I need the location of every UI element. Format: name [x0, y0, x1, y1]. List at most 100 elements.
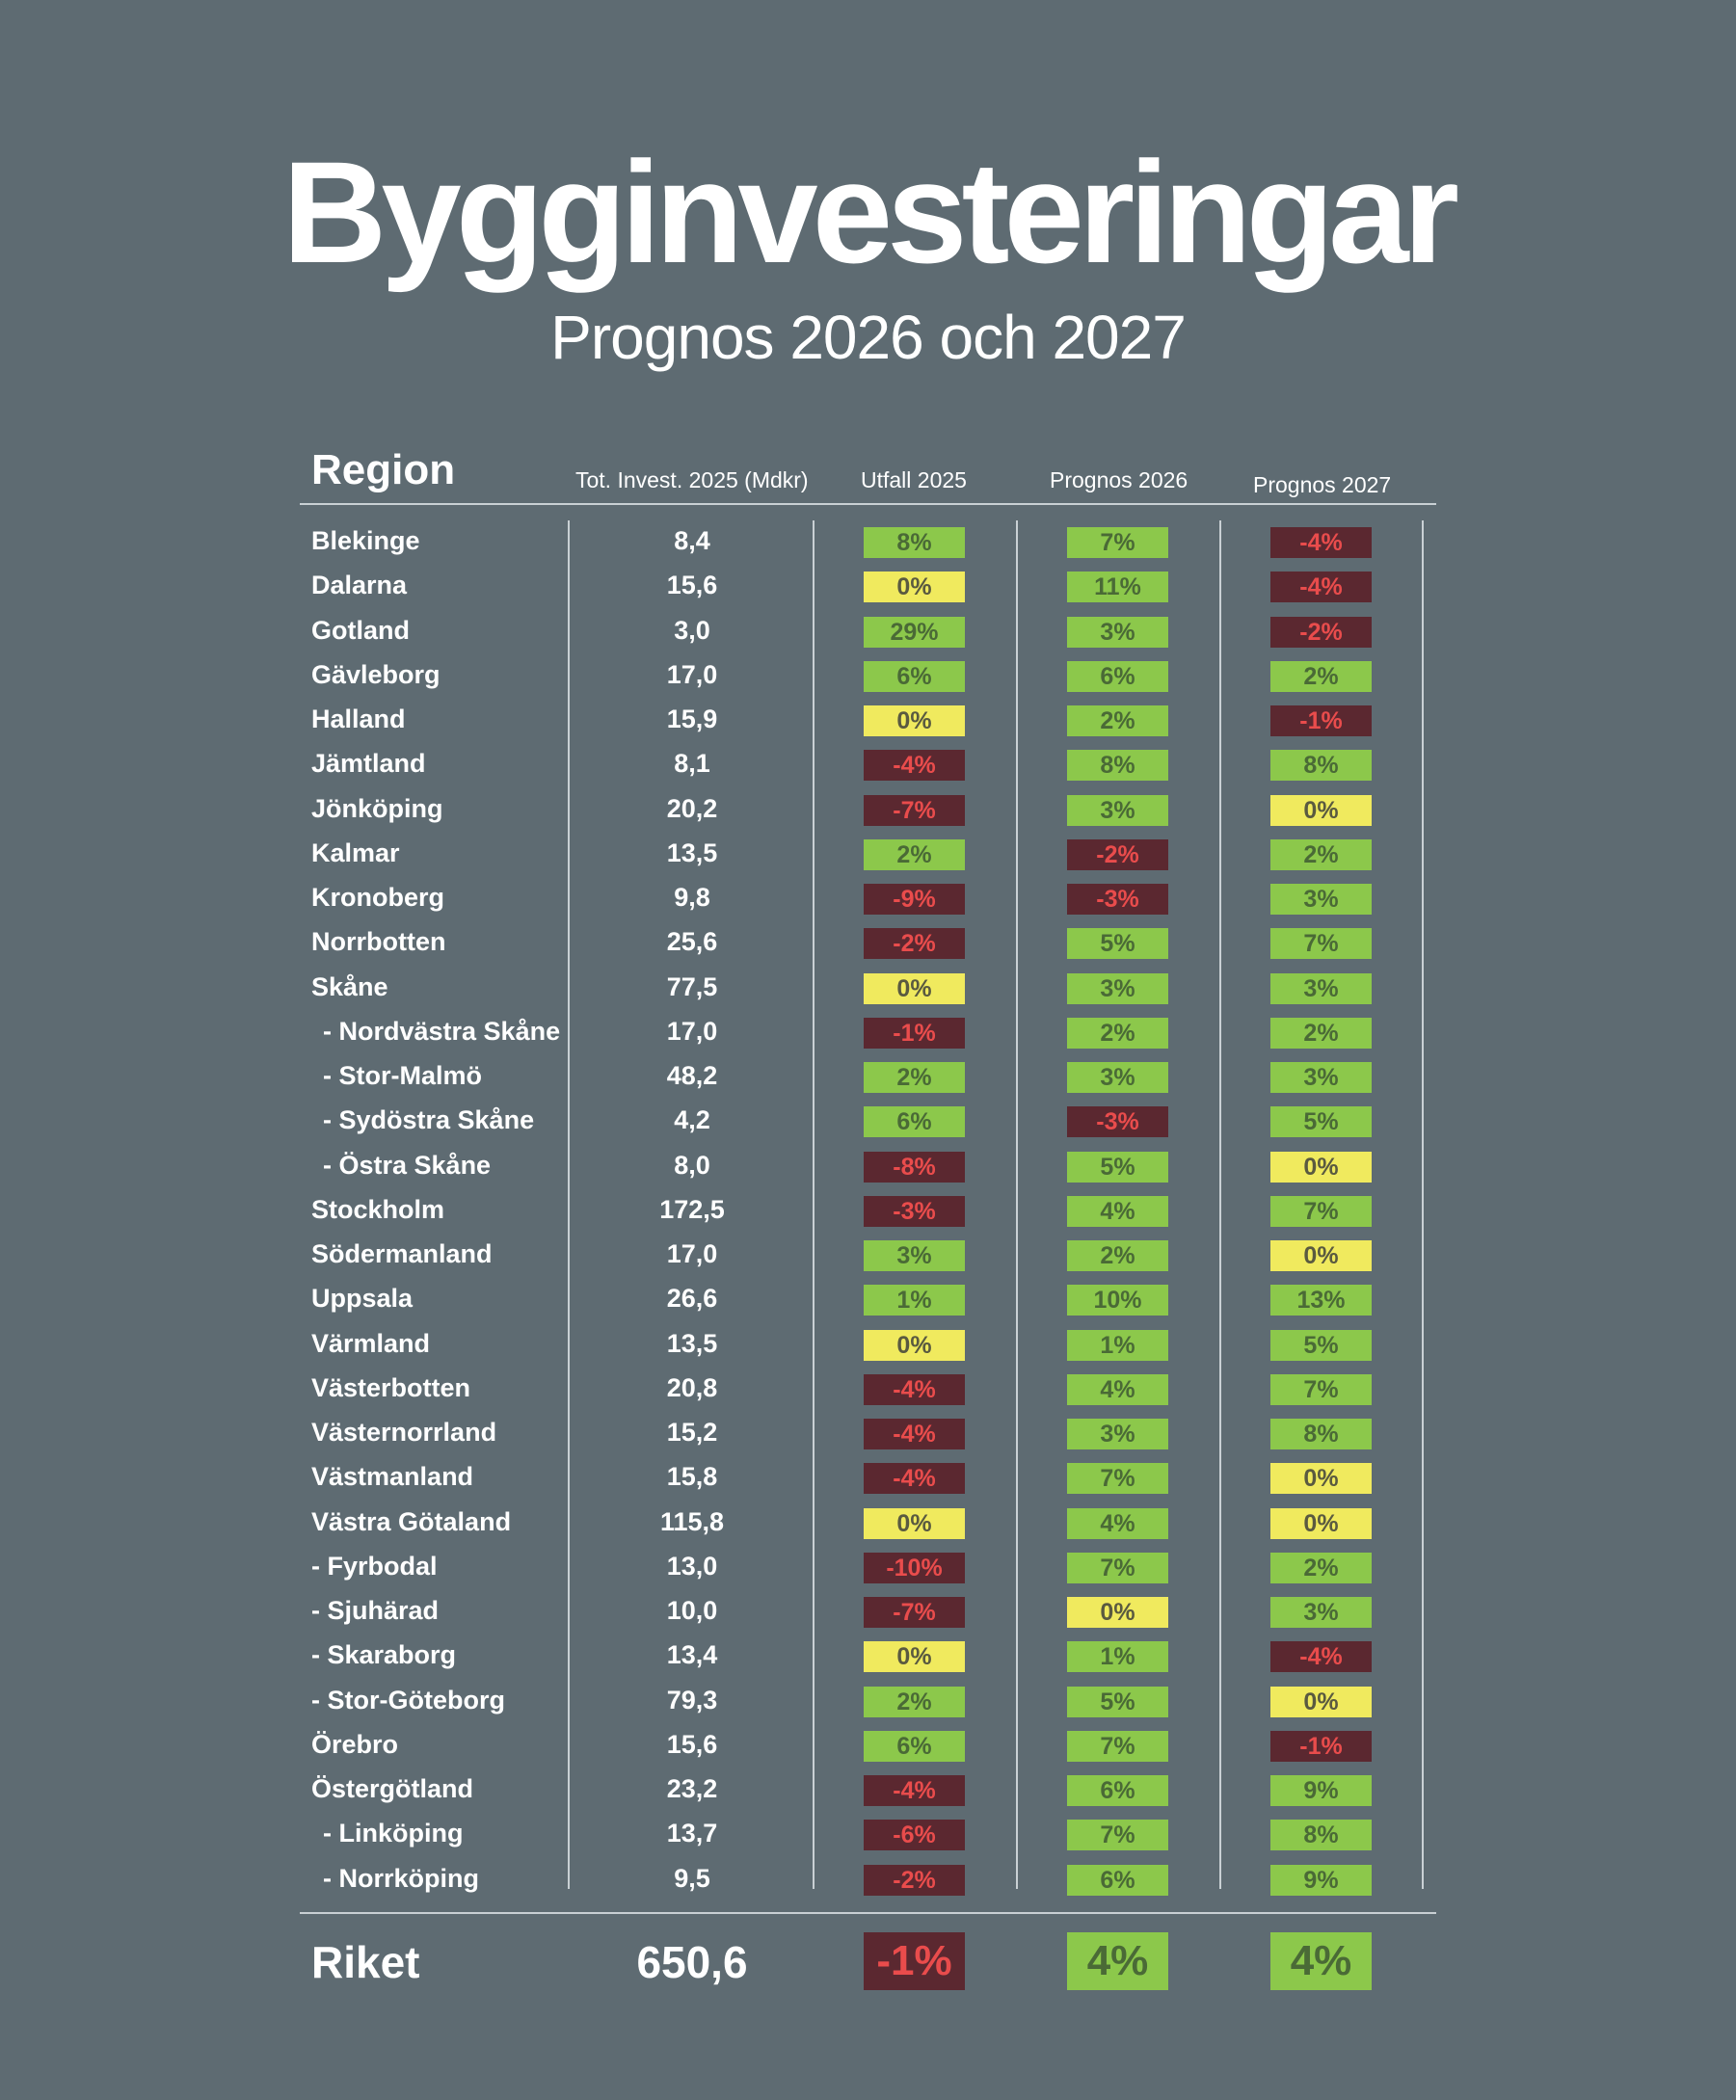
prognos-2027-badge: 0% [1270, 1240, 1372, 1271]
prognos-2026-badge: 3% [1067, 794, 1168, 826]
utfall-2025-badge: -6% [864, 1820, 965, 1851]
tot-invest-value: 15,9 [666, 704, 718, 733]
tot-invest-value: 10,0 [666, 1596, 718, 1625]
prognos-2027-badge: 0% [1270, 1507, 1372, 1539]
region-name: Dalarna [311, 571, 408, 600]
table-row: Västerbotten 20,8 -4% 4% 7% [0, 1368, 1736, 1412]
prognos-2026-badge: 4% [1067, 1195, 1168, 1227]
region-name: Halland [311, 704, 406, 733]
prognos-2027-badge: 13% [1270, 1285, 1372, 1316]
page-title: Bygginvesteringar [281, 131, 1459, 293]
prognos-2026-badge: 3% [1067, 1062, 1168, 1093]
table-row: - Linköping 13,7 -6% 7% 8% [0, 1813, 1736, 1857]
prognos-2027-badge: 3% [1270, 884, 1372, 915]
prognos-2027-badge: 0% [1270, 1463, 1372, 1495]
utfall-2025-badge: -10% [864, 1552, 965, 1583]
prognos-2027-badge: 9% [1270, 1775, 1372, 1806]
prognos-2026-badge: 10% [1067, 1285, 1168, 1316]
region-name: Västerbotten [311, 1372, 471, 1402]
region-name: - Sjuhärad [311, 1596, 440, 1625]
region-name: - Stor-Malmö [323, 1061, 482, 1090]
prognos-2026-badge: 5% [1067, 928, 1168, 960]
tot-invest-value: 48,2 [666, 1061, 718, 1090]
tot-invest-value: 115,8 [659, 1506, 725, 1536]
prognos-2026-badge: 2% [1067, 1240, 1168, 1271]
region-name: - Fyrbodal [311, 1551, 438, 1581]
table-row: Jönköping 20,2 -7% 3% 0% [0, 788, 1736, 833]
region-name: Värmland [311, 1328, 431, 1358]
table-row: Norrbotten 25,6 -2% 5% 7% [0, 921, 1736, 966]
table-row: Gävleborg 17,0 6% 6% 2% [0, 654, 1736, 699]
region-name: - Stor-Göteborg [311, 1685, 505, 1715]
tot-invest-value: 25,6 [666, 927, 718, 957]
region-name: Blekinge [311, 526, 420, 555]
utfall-2025-badge: -2% [864, 928, 965, 960]
utfall-2025-badge: -4% [864, 1419, 965, 1449]
table-row: - Östra Skåne 8,0 -8% 5% 0% [0, 1145, 1736, 1189]
prognos-2026-badge: 7% [1067, 527, 1168, 558]
total-prognos-2026-badge: 4% [1067, 1932, 1168, 1990]
table-row: Jämtland 8,1 -4% 8% 8% [0, 743, 1736, 787]
prognos-2027-badge: -2% [1270, 616, 1372, 648]
tot-invest-value: 15,2 [666, 1418, 718, 1447]
prognos-2027-badge: -4% [1270, 527, 1372, 558]
tot-invest-value: 20,8 [666, 1372, 718, 1402]
prognos-2027-badge: 7% [1270, 1195, 1372, 1227]
region-name: - Sydöstra Skåne [323, 1105, 535, 1135]
table-row: - Sjuhärad 10,0 -7% 0% 3% [0, 1590, 1736, 1635]
region-name: Södermanland [311, 1239, 493, 1268]
tot-invest-value: 3,0 [674, 615, 710, 645]
tot-invest-value: 13,0 [666, 1551, 718, 1581]
prognos-2027-badge: 0% [1270, 794, 1372, 826]
prognos-2027-badge: 7% [1270, 928, 1372, 960]
column-divider [813, 520, 815, 1889]
table-row: Kronoberg 9,8 -9% -3% 3% [0, 877, 1736, 921]
prognos-2027-badge: -4% [1270, 572, 1372, 603]
header-tot-invest: Tot. Invest. 2025 (Mdkr) [575, 467, 809, 492]
tot-invest-value: 17,0 [666, 659, 718, 689]
table-row: Stockholm 172,5 -3% 4% 7% [0, 1189, 1736, 1234]
tot-invest-value: 8,1 [674, 749, 710, 779]
tot-invest-value: 15,6 [666, 1729, 718, 1759]
prognos-2027-badge: 8% [1270, 750, 1372, 782]
prognos-2027-badge: 8% [1270, 1820, 1372, 1851]
prognos-2026-badge: 7% [1067, 1820, 1168, 1851]
utfall-2025-badge: -9% [864, 884, 965, 915]
prognos-2027-badge: 2% [1270, 1017, 1372, 1049]
utfall-2025-badge: -1% [864, 1017, 965, 1049]
prognos-2026-badge: 5% [1067, 1151, 1168, 1183]
table-row: - Norrköping 9,5 -2% 6% 9% [0, 1858, 1736, 1902]
tot-invest-value: 9,8 [674, 883, 710, 912]
utfall-2025-badge: 1% [864, 1285, 965, 1316]
tot-invest-value: 17,0 [666, 1016, 718, 1046]
utfall-2025-badge: -8% [864, 1151, 965, 1183]
utfall-2025-badge: 2% [864, 1062, 965, 1093]
table-row: Östergötland 23,2 -4% 6% 9% [0, 1768, 1736, 1813]
region-name: Jämtland [311, 749, 426, 779]
region-name: Örebro [311, 1729, 399, 1759]
prognos-2027-badge: -1% [1270, 705, 1372, 736]
prognos-2027-badge: -1% [1270, 1730, 1372, 1762]
tot-invest-value: 13,5 [666, 837, 718, 867]
prognos-2027-badge: 3% [1270, 1062, 1372, 1093]
utfall-2025-badge: -4% [864, 750, 965, 782]
prognos-2026-badge: 6% [1067, 1775, 1168, 1806]
table-row: Skåne 77,5 0% 3% 3% [0, 967, 1736, 1011]
utfall-2025-badge: 8% [864, 527, 965, 558]
tot-invest-value: 77,5 [666, 971, 718, 1001]
prognos-2027-badge: 9% [1270, 1864, 1372, 1896]
table-row: - Fyrbodal 13,0 -10% 7% 2% [0, 1546, 1736, 1590]
page-subtitle: Prognos 2026 och 2027 [550, 303, 1187, 372]
utfall-2025-badge: -4% [864, 1463, 965, 1495]
prognos-2026-badge: 0% [1067, 1597, 1168, 1628]
tot-invest-value: 20,2 [666, 793, 718, 823]
header-prognos-2027: Prognos 2027 [1253, 472, 1392, 497]
column-divider [1016, 520, 1018, 1889]
prognos-2026-badge: 6% [1067, 660, 1168, 692]
region-name: - Nordvästra Skåne [323, 1016, 561, 1046]
region-name: Västernorrland [311, 1418, 497, 1447]
utfall-2025-badge: 6% [864, 1106, 965, 1138]
tot-invest-value: 15,6 [666, 571, 718, 600]
utfall-2025-badge: 0% [864, 705, 965, 736]
header-divider [300, 503, 1436, 505]
